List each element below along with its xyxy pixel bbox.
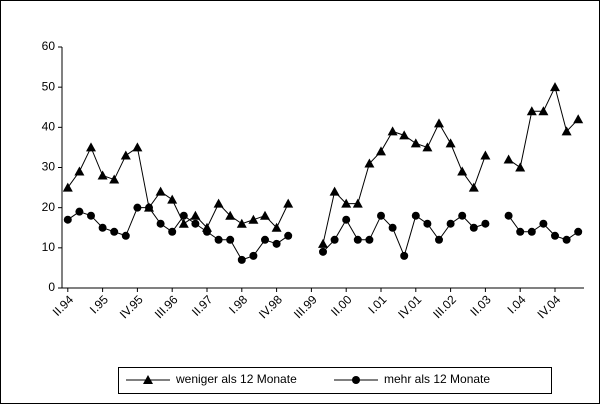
triangle-marker — [190, 210, 201, 220]
circle-marker — [365, 235, 374, 244]
circle-marker — [133, 203, 142, 212]
triangle-marker — [364, 158, 375, 168]
triangle-marker — [352, 198, 363, 208]
circle-marker — [400, 251, 409, 260]
circle-marker — [98, 223, 107, 232]
circle-marker — [203, 227, 211, 236]
triangle-marker — [318, 238, 328, 248]
triangle-marker — [225, 210, 236, 220]
triangle-marker — [468, 182, 479, 192]
circle-marker — [156, 219, 165, 228]
legend-label: weniger als 12 Monate — [175, 372, 297, 386]
circle-marker — [249, 251, 258, 260]
y-tick-label: 0 — [48, 280, 55, 294]
triangle-marker — [341, 198, 352, 208]
circle-marker — [330, 235, 339, 244]
circle-marker — [551, 231, 559, 240]
circle-marker — [411, 211, 420, 220]
triangle-marker — [573, 114, 584, 124]
circle-marker — [63, 215, 72, 224]
circle-marker — [539, 219, 548, 228]
circle-marker — [435, 235, 443, 244]
y-tick-label: 20 — [42, 200, 56, 214]
circle-marker — [226, 235, 235, 244]
triangle-marker — [236, 218, 247, 228]
y-tick-label: 10 — [42, 240, 56, 254]
y-tick-label: 60 — [42, 39, 56, 53]
circle-marker — [87, 211, 95, 220]
triangle-marker — [120, 150, 131, 160]
circle-marker — [458, 211, 467, 220]
circle-marker — [527, 227, 536, 236]
circle-marker — [261, 235, 269, 244]
circle-marker — [121, 231, 130, 240]
y-tick-label: 50 — [42, 79, 56, 93]
circle-marker — [423, 219, 432, 228]
circle-marker — [377, 211, 385, 220]
legend-marker — [143, 375, 153, 384]
legend-label: mehr als 12 Monate — [384, 372, 490, 386]
circle-marker — [214, 235, 223, 244]
legend-marker — [352, 376, 360, 384]
triangle-marker — [457, 166, 468, 176]
triangle-marker — [132, 142, 143, 152]
circle-marker — [179, 211, 188, 220]
circle-marker — [237, 255, 246, 264]
triangle-marker — [399, 130, 410, 140]
triangle-marker — [550, 82, 560, 92]
triangle-marker — [248, 214, 259, 224]
triangle-marker — [283, 198, 294, 208]
triangle-marker — [329, 186, 340, 196]
triangle-marker — [109, 174, 120, 184]
circle-marker — [446, 219, 455, 228]
circle-marker — [75, 207, 84, 216]
circle-marker — [516, 227, 525, 236]
circle-marker — [388, 223, 397, 232]
triangle-marker — [561, 126, 572, 136]
circle-marker — [145, 203, 153, 212]
triangle-marker — [434, 118, 444, 128]
triangle-marker — [74, 166, 85, 176]
circle-marker — [168, 227, 177, 236]
circle-marker — [574, 227, 583, 236]
triangle-marker — [410, 138, 421, 148]
circle-marker — [319, 247, 327, 256]
triangle-marker — [62, 182, 73, 192]
triangle-marker — [387, 126, 398, 136]
circle-marker — [110, 227, 119, 236]
triangle-marker — [445, 138, 456, 148]
circle-marker — [284, 231, 293, 240]
triangle-marker — [526, 106, 537, 116]
circle-marker — [353, 235, 362, 244]
triangle-marker — [515, 162, 526, 172]
triangle-marker — [86, 142, 96, 152]
triangle-marker — [376, 146, 386, 156]
circle-marker — [504, 211, 513, 220]
triangle-marker — [538, 106, 549, 116]
circle-marker — [191, 219, 200, 228]
circle-marker — [272, 239, 281, 248]
triangle-marker — [155, 186, 166, 196]
triangle-marker — [422, 142, 433, 152]
y-tick-label: 40 — [42, 120, 56, 134]
triangle-marker — [178, 218, 189, 228]
circle-marker — [469, 223, 478, 232]
circle-marker — [562, 235, 571, 244]
triangle-marker — [260, 210, 270, 220]
triangle-marker — [167, 194, 178, 204]
triangle-marker — [271, 222, 282, 232]
triangle-marker — [503, 154, 514, 164]
triangle-marker — [480, 150, 491, 160]
circle-marker — [481, 219, 490, 228]
triangle-marker — [97, 170, 108, 180]
circle-marker — [342, 215, 351, 224]
triangle-marker — [213, 198, 224, 208]
y-tick-label: 30 — [42, 160, 56, 174]
